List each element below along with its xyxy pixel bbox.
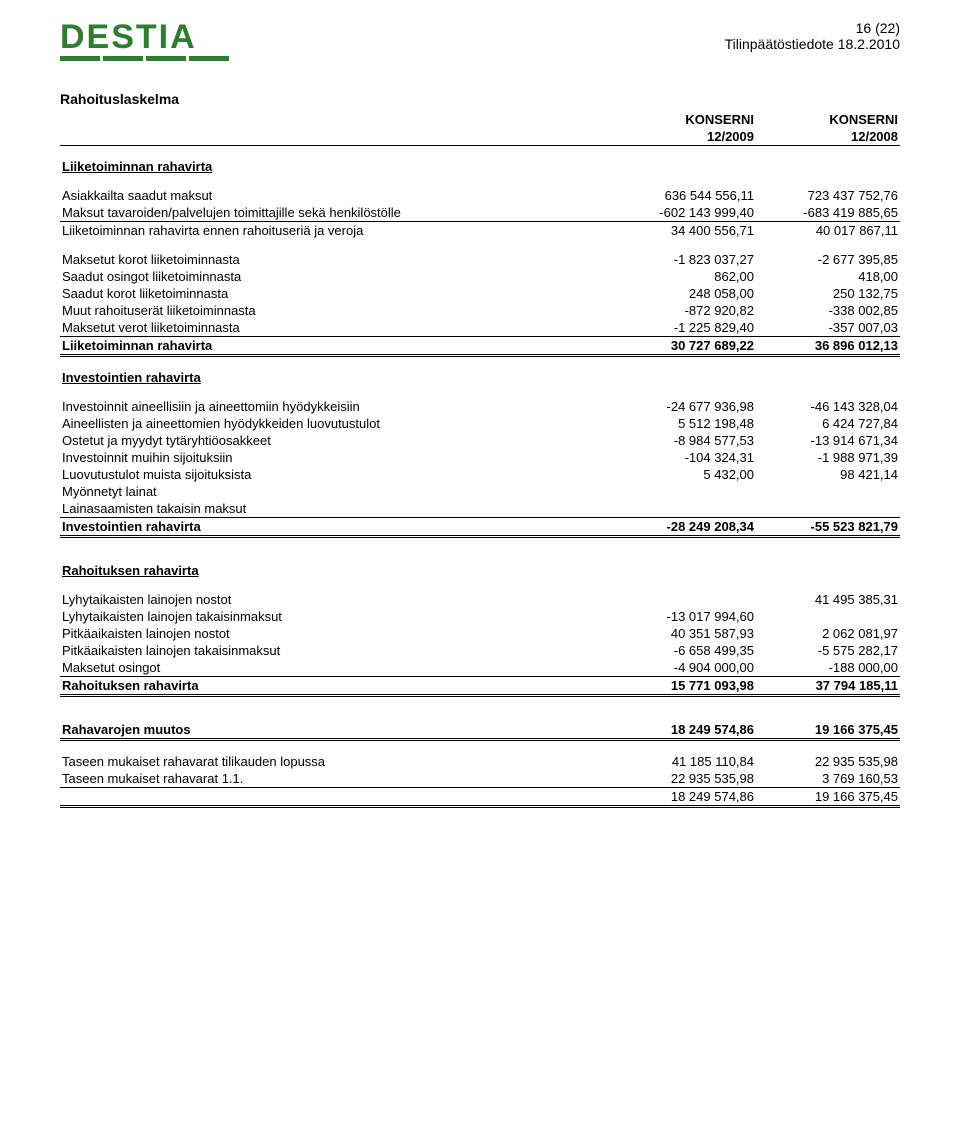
- table-row: Ostetut ja myydyt tytäryhtiöosakkeet -8 …: [60, 432, 900, 449]
- table-row: Luovutustulot muista sijoituksista 5 432…: [60, 466, 900, 483]
- table-row: Lyhytaikaisten lainojen nostot 41 495 38…: [60, 591, 900, 608]
- table-row: Pitkäaikaisten lainojen nostot 40 351 58…: [60, 625, 900, 642]
- subsection-investointien: Investointien rahavirta: [62, 370, 201, 385]
- table-row-sum: Rahavarojen muutos 18 249 574,86 19 166 …: [60, 721, 900, 740]
- table-row: Asiakkailta saadut maksut 636 544 556,11…: [60, 187, 900, 204]
- table-row: Aineellisten ja aineettomien hyödykkeide…: [60, 415, 900, 432]
- table-row: Muut rahoituserät liiketoiminnasta -872 …: [60, 302, 900, 319]
- table-row: Myönnetyt lainat: [60, 483, 900, 500]
- table-header-row-1: KONSERNI KONSERNI: [60, 111, 900, 128]
- table-row: Taseen mukaiset rahavarat 1.1. 22 935 53…: [60, 770, 900, 788]
- logo-bar: [103, 56, 143, 61]
- subsection-liiketoiminnan: Liiketoiminnan rahavirta: [62, 159, 212, 174]
- table-row: Investoinnit aineellisiin ja aineettomii…: [60, 398, 900, 415]
- table-row-sum: 18 249 574,86 19 166 375,45: [60, 788, 900, 807]
- table-header-row-2: 12/2009 12/2008: [60, 128, 900, 146]
- logo-bar: [146, 56, 186, 61]
- table-row: Investointien rahavirta: [60, 369, 900, 386]
- table-row: Maksut tavaroiden/palvelujen toimittajil…: [60, 204, 900, 222]
- col2-header-bot: 12/2008: [756, 128, 900, 146]
- col1-header-top: KONSERNI: [612, 111, 756, 128]
- logo-bar: [189, 56, 229, 61]
- logo-bars: [60, 56, 229, 61]
- table-row: Lyhytaikaisten lainojen takaisinmaksut -…: [60, 608, 900, 625]
- destia-logo: DESTIA: [60, 20, 229, 61]
- header-right: 16 (22) Tilinpäätöstiedote 18.2.2010: [725, 20, 900, 52]
- table-row: Maksetut osingot -4 904 000,00 -188 000,…: [60, 659, 900, 677]
- page-indicator: 16 (22): [725, 20, 900, 36]
- logo-bar: [60, 56, 100, 61]
- table-row: Investoinnit muihin sijoituksiin -104 32…: [60, 449, 900, 466]
- table-row: Rahoituksen rahavirta: [60, 562, 900, 579]
- logo-text: DESTIA: [60, 20, 229, 54]
- table-row: Maksetut korot liiketoiminnasta -1 823 0…: [60, 251, 900, 268]
- table-row: Liiketoiminnan rahavirta ennen rahoituse…: [60, 222, 900, 240]
- col1-header-bot: 12/2009: [612, 128, 756, 146]
- subsection-rahoituksen: Rahoituksen rahavirta: [62, 563, 199, 578]
- doc-title: Tilinpäätöstiedote 18.2.2010: [725, 36, 900, 52]
- col2-header-top: KONSERNI: [756, 111, 900, 128]
- table-row-sum: Liiketoiminnan rahavirta 30 727 689,22 3…: [60, 337, 900, 356]
- table-row: Maksetut verot liiketoiminnasta -1 225 8…: [60, 319, 900, 337]
- table-row: Taseen mukaiset rahavarat tilikauden lop…: [60, 753, 900, 770]
- table-row-sum: Rahoituksen rahavirta 15 771 093,98 37 7…: [60, 677, 900, 696]
- table-row: Saadut osingot liiketoiminnasta 862,00 4…: [60, 268, 900, 285]
- cashflow-table: KONSERNI KONSERNI 12/2009 12/2008 Liiket…: [60, 111, 900, 808]
- section-rahoituslaskelma: Rahoituslaskelma: [60, 91, 900, 107]
- table-row: Pitkäaikaisten lainojen takaisinmaksut -…: [60, 642, 900, 659]
- table-row: Lainasaamisten takaisin maksut: [60, 500, 900, 518]
- table-row: Saadut korot liiketoiminnasta 248 058,00…: [60, 285, 900, 302]
- table-row-sum: Investointien rahavirta -28 249 208,34 -…: [60, 518, 900, 537]
- page-header: DESTIA 16 (22) Tilinpäätöstiedote 18.2.2…: [60, 20, 900, 61]
- table-row: Liiketoiminnan rahavirta: [60, 158, 900, 175]
- page-container: DESTIA 16 (22) Tilinpäätöstiedote 18.2.2…: [0, 0, 960, 848]
